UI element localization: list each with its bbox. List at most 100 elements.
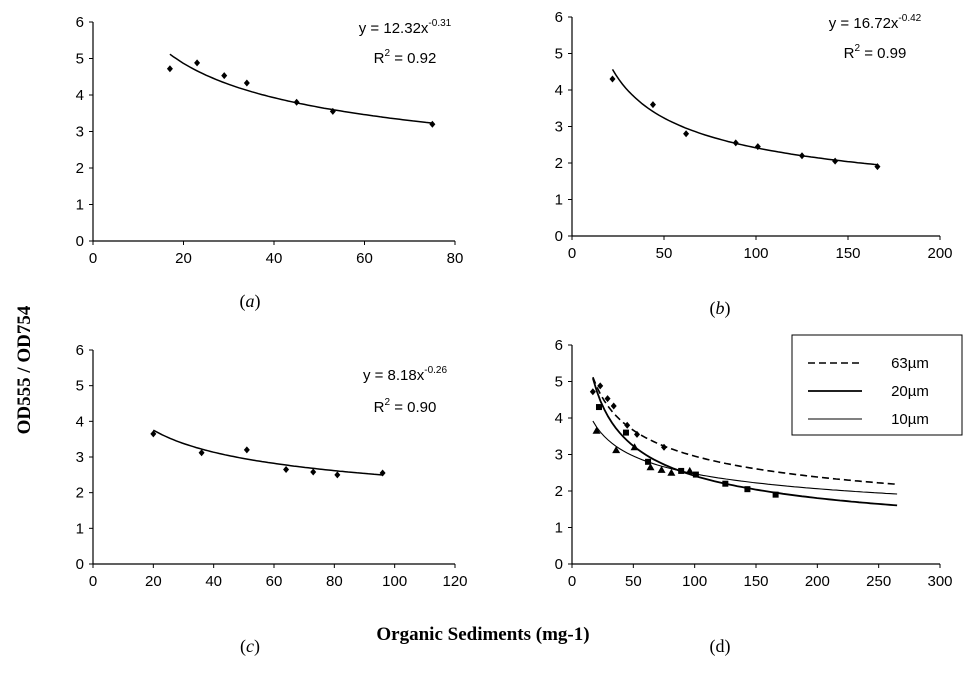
x-tick-label: 100 bbox=[382, 573, 407, 590]
r-squared: R2 = 0.99 bbox=[844, 43, 907, 62]
data-point bbox=[293, 98, 300, 106]
data-point bbox=[624, 421, 631, 429]
x-tick-label: 120 bbox=[442, 573, 467, 590]
data-point bbox=[799, 152, 805, 160]
x-tick-label: 80 bbox=[326, 573, 343, 590]
r-squared-superscript: 2 bbox=[854, 43, 860, 54]
y-tick-label: 1 bbox=[555, 520, 563, 537]
data-point bbox=[243, 446, 250, 454]
equation-exponent: -0.31 bbox=[428, 18, 451, 29]
panel-letter: c bbox=[246, 636, 254, 656]
r-squared-superscript: 2 bbox=[384, 48, 390, 59]
y-tick-label: 6 bbox=[76, 342, 84, 359]
panel-letter: b bbox=[716, 298, 725, 318]
y-tick-label: 4 bbox=[555, 82, 563, 99]
y-tick-label: 6 bbox=[76, 14, 84, 31]
y-tick-label: 4 bbox=[555, 410, 563, 427]
y-tick-label: 2 bbox=[555, 155, 563, 172]
fit-curve bbox=[152, 429, 383, 476]
r-squared-value: = bbox=[390, 50, 407, 67]
x-tick-label: 60 bbox=[356, 250, 373, 267]
equation-exponent: -0.26 bbox=[424, 365, 447, 376]
x-tick-label: 40 bbox=[205, 573, 222, 590]
r-squared-value: = bbox=[390, 399, 407, 416]
r-squared-number: 0.99 bbox=[877, 45, 906, 62]
y-tick-label: 1 bbox=[76, 520, 84, 537]
y-tick-label: 3 bbox=[555, 447, 563, 464]
y-tick-label: 2 bbox=[76, 160, 84, 177]
data-point bbox=[379, 469, 386, 477]
x-tick-label: 50 bbox=[625, 573, 642, 590]
legend-label: 10µm bbox=[891, 411, 929, 428]
data-point bbox=[609, 75, 616, 83]
x-tick-label: 20 bbox=[145, 573, 162, 590]
equation-coefficient: 8.18 bbox=[388, 367, 417, 384]
x-tick-label: 50 bbox=[656, 245, 673, 262]
x-tick-label: 100 bbox=[743, 245, 768, 262]
legend-box bbox=[791, 334, 963, 436]
data-point bbox=[604, 395, 611, 403]
y-tick-label: 0 bbox=[555, 228, 563, 245]
fit-curve-dashed bbox=[592, 376, 898, 486]
data-point bbox=[649, 101, 656, 109]
data-point bbox=[589, 388, 596, 396]
fit-curve bbox=[611, 69, 878, 166]
x-tick-label: 300 bbox=[927, 573, 952, 590]
chart-panel-d: 0 1 2 3 4 5 6 0 50 100 150 200 250 300 (d) 63µm 20µm 10µm bbox=[555, 334, 963, 657]
shared-x-axis-label: Organic Sediments (mg-1) bbox=[376, 624, 589, 645]
y-tick-label: 6 bbox=[555, 9, 563, 26]
data-point bbox=[283, 465, 290, 473]
data-point bbox=[661, 443, 667, 451]
fit-equation: y = 16.72x-0.42 bbox=[829, 13, 922, 32]
data-point bbox=[646, 463, 655, 471]
y-tick-label: 4 bbox=[76, 87, 84, 104]
data-point bbox=[622, 429, 629, 436]
y-tick-label: 3 bbox=[555, 119, 563, 136]
data-point bbox=[722, 480, 729, 487]
x-tick-label: 150 bbox=[835, 245, 860, 262]
y-tick-label: 6 bbox=[555, 337, 563, 354]
y-tick-label: 2 bbox=[76, 485, 84, 502]
data-point bbox=[150, 430, 157, 438]
data-point bbox=[194, 59, 201, 67]
data-point bbox=[667, 468, 676, 476]
data-point bbox=[166, 65, 173, 73]
data-point bbox=[334, 471, 341, 479]
legend-label: 20µm bbox=[891, 383, 929, 400]
data-point bbox=[221, 72, 228, 80]
x-tick-label: 60 bbox=[266, 573, 283, 590]
fit-curve bbox=[169, 53, 433, 124]
x-tick-label: 0 bbox=[568, 245, 576, 262]
panel-caption: (a) bbox=[240, 291, 261, 312]
data-point bbox=[597, 382, 604, 390]
r-squared-number: 0.90 bbox=[407, 399, 436, 416]
x-tick-label: 80 bbox=[447, 250, 464, 267]
equation-exponent: -0.42 bbox=[898, 13, 921, 24]
x-tick-label: 100 bbox=[682, 573, 707, 590]
y-tick-label: 5 bbox=[555, 46, 563, 63]
data-point bbox=[754, 143, 761, 151]
data-point bbox=[685, 466, 694, 474]
r-squared: R2 = 0.90 bbox=[374, 397, 437, 416]
y-tick-label: 3 bbox=[76, 449, 84, 466]
y-tick-label: 2 bbox=[555, 483, 563, 500]
data-point bbox=[310, 468, 317, 476]
y-tick-label: 1 bbox=[76, 197, 84, 214]
y-tick-label: 5 bbox=[76, 378, 84, 395]
y-tick-label: 0 bbox=[76, 233, 84, 250]
data-point bbox=[630, 443, 639, 451]
x-tick-label: 200 bbox=[927, 245, 952, 262]
y-tick-label: 0 bbox=[76, 556, 84, 573]
r-squared-number: 0.92 bbox=[407, 50, 436, 67]
data-point bbox=[243, 79, 250, 87]
y-tick-label: 0 bbox=[555, 556, 563, 573]
chart-panel-b: 0 1 2 3 4 5 6 0 50 100 150 200 (b) y = 16.72x-0.42 R2 … bbox=[555, 9, 953, 319]
y-tick-label: 3 bbox=[76, 124, 84, 141]
y-tick-label: 4 bbox=[76, 413, 84, 430]
fit-equation: y = 12.32x-0.31 bbox=[359, 18, 452, 37]
x-tick-label: 0 bbox=[89, 573, 97, 590]
data-point bbox=[429, 120, 436, 128]
